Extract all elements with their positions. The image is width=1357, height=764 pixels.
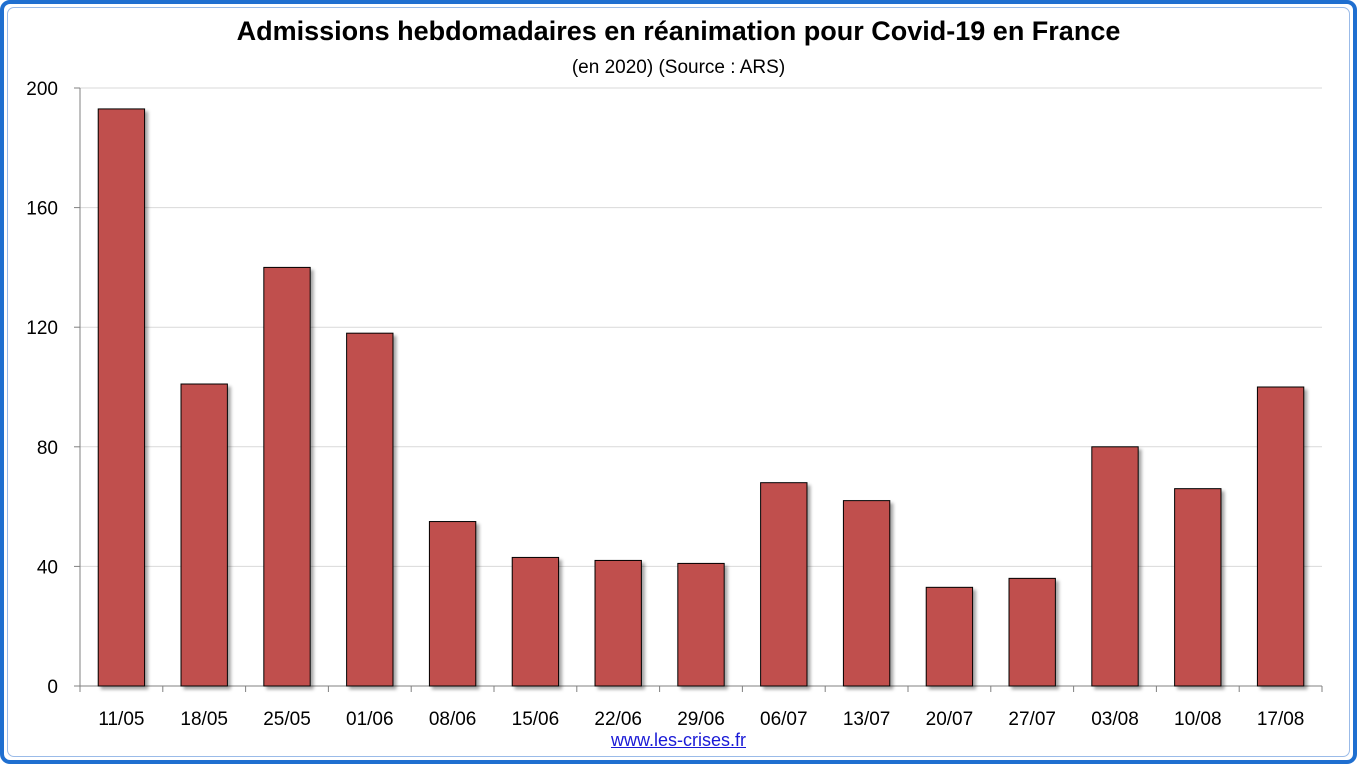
x-tick-label: 20/07 [926,709,974,730]
source-link[interactable]: www.les-crises.fr [610,730,746,750]
bar [428,521,477,687]
chart-title: Admissions hebdomadaires en réanimation … [236,16,1121,46]
x-tick-label: 03/08 [1091,709,1139,730]
x-tick-label: 15/06 [512,709,560,730]
x-tick-label: 06/07 [760,709,808,730]
y-tick-label: 160 [26,199,58,220]
y-tick-label: 120 [26,318,58,339]
bar [1174,488,1222,687]
bar [760,482,808,687]
bar [594,559,642,687]
bar [1256,386,1305,687]
y-tick-label: 40 [37,557,58,578]
x-tick-label: 29/06 [677,709,725,730]
bar [346,332,394,687]
x-tick-label: 17/08 [1257,709,1305,730]
x-tick-label: 10/08 [1174,709,1222,730]
bar [511,556,560,687]
chart-subtitle: (en 2020) (Source : ARS) [571,57,786,78]
x-tick-label: 01/06 [346,709,394,730]
x-tick-label: 13/07 [843,709,891,730]
x-tick-label: 25/05 [263,709,311,730]
bar [925,586,974,687]
bar [842,500,891,687]
bar [180,383,228,687]
bar [1091,446,1139,687]
bar [677,562,725,687]
y-tick-label: 0 [47,677,58,698]
y-tick-label: 80 [37,438,58,459]
x-tick-label: 22/06 [594,709,642,730]
x-tick-label: 18/05 [180,709,228,730]
x-tick-label: 08/06 [429,709,477,730]
x-tick-label: 27/07 [1008,709,1056,730]
x-tick-label: 11/05 [98,709,144,730]
bar [97,108,146,687]
bar [1008,577,1056,687]
y-tick-label: 200 [26,79,58,100]
chart-frame-inner-border [7,7,1350,757]
bar [263,266,311,687]
